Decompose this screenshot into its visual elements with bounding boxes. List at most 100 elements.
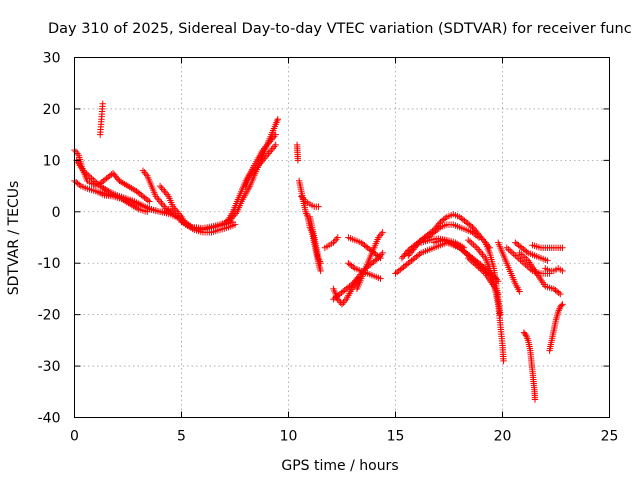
data-point-marker: [317, 260, 324, 267]
data-point-marker: [370, 258, 377, 266]
data-point-marker: [409, 256, 417, 263]
data-point-marker: [467, 222, 475, 230]
data-point-marker: [515, 242, 522, 249]
data-point-marker: [429, 227, 436, 235]
data-point-marker: [558, 302, 565, 309]
data-point-marker: [559, 267, 566, 275]
chart-title: Day 310 of 2025, Sidereal Day-to-day VTE…: [48, 21, 632, 37]
y-tick-label: -40: [38, 411, 61, 427]
x-tick-label: 25: [601, 429, 619, 445]
data-point-marker: [397, 266, 404, 273]
data-point-marker: [345, 260, 352, 267]
data-point-marker: [333, 293, 340, 300]
data-point-marker: [359, 240, 367, 248]
x-tick-label: 20: [494, 429, 512, 445]
data-point-marker: [158, 200, 165, 207]
data-point-marker: [158, 184, 165, 191]
data-point-marker: [521, 247, 529, 254]
data-point-marker: [411, 254, 418, 262]
data-point-marker: [76, 181, 83, 188]
data-point-marker: [99, 100, 106, 107]
data-point-marker: [555, 289, 562, 296]
data-point-marker: [72, 179, 80, 186]
data-point-marker: [315, 203, 322, 210]
data-point-marker: [497, 311, 504, 318]
data-point-marker: [503, 244, 510, 251]
data-point-marker: [523, 248, 530, 255]
data-point-marker: [500, 357, 507, 365]
data-point-marker: [435, 220, 443, 227]
x-axis-label: GPS time / hours: [281, 458, 398, 474]
y-tick-label: 10: [43, 153, 61, 169]
data-point-marker: [379, 249, 386, 257]
data-point-marker: [133, 188, 140, 195]
data-point-marker: [72, 148, 80, 155]
data-point-marker: [100, 177, 107, 185]
y-tick-label: -20: [38, 308, 61, 324]
y-axis-label: SDTVAR / TECUs: [6, 181, 22, 296]
data-point-marker: [459, 216, 467, 223]
data-point-marker: [266, 148, 274, 155]
data-point-marker: [338, 289, 345, 296]
data-point-marker: [368, 260, 376, 267]
data-point-marker: [480, 237, 488, 245]
data-point-marker: [274, 116, 281, 123]
data-point-marker: [516, 243, 524, 250]
data-point-marker: [518, 244, 525, 251]
data-point-marker: [516, 288, 523, 295]
data-point-marker: [338, 301, 346, 308]
data-point-marker: [344, 284, 352, 291]
data-point-marker: [401, 262, 409, 269]
data-point-marker: [505, 246, 512, 253]
data-point-marker: [271, 143, 278, 150]
data-point-marker: [358, 239, 365, 246]
data-point-marker: [466, 221, 473, 228]
data-point-marker: [473, 244, 481, 251]
data-point-marker: [144, 197, 151, 204]
data-point-marker: [272, 141, 279, 149]
axis-ticks: 0 5 10 15 20 25 -40 -30 -20 -10 0 10 20 30: [38, 51, 619, 445]
data-point-marker: [422, 233, 430, 240]
data-points: [71, 100, 566, 403]
data-point-marker: [510, 250, 517, 258]
data-point-marker: [414, 252, 422, 259]
data-point-marker: [395, 267, 402, 275]
data-point-marker: [374, 252, 381, 259]
data-point-marker: [470, 241, 477, 248]
data-point-marker: [552, 287, 559, 294]
data-point-marker: [341, 287, 348, 294]
x-tick-label: 5: [177, 429, 186, 445]
data-point-marker: [513, 240, 521, 248]
data-point-marker: [475, 246, 482, 253]
y-tick-label: 20: [43, 102, 61, 118]
data-point-marker: [477, 249, 485, 257]
data-point-marker: [440, 216, 447, 223]
data-point-marker: [138, 191, 145, 199]
data-point-marker: [403, 261, 410, 268]
data-point-marker: [362, 243, 370, 250]
data-point-marker: [139, 167, 147, 174]
data-point-marker: [366, 245, 373, 253]
data-point-marker: [331, 294, 339, 302]
data-point-marker: [142, 195, 150, 203]
data-point-marker: [330, 296, 337, 303]
data-point-marker: [231, 221, 239, 228]
data-point-marker: [299, 194, 306, 202]
data-point-marker: [335, 292, 342, 299]
data-point-marker: [74, 180, 81, 187]
grid: [74, 57, 610, 418]
data-point-marker: [155, 196, 162, 203]
data-point-marker: [559, 301, 566, 308]
data-point-marker: [375, 253, 383, 260]
data-point-marker: [413, 253, 420, 260]
data-point-marker: [378, 230, 385, 238]
data-point-marker: [520, 245, 527, 253]
data-point-marker: [438, 217, 446, 224]
data-point-marker: [268, 146, 275, 154]
data-point-marker: [400, 263, 407, 271]
y-tick-label: -10: [38, 256, 61, 272]
data-point-marker: [159, 186, 167, 193]
data-point-marker: [294, 157, 302, 164]
data-point-marker: [427, 229, 435, 236]
